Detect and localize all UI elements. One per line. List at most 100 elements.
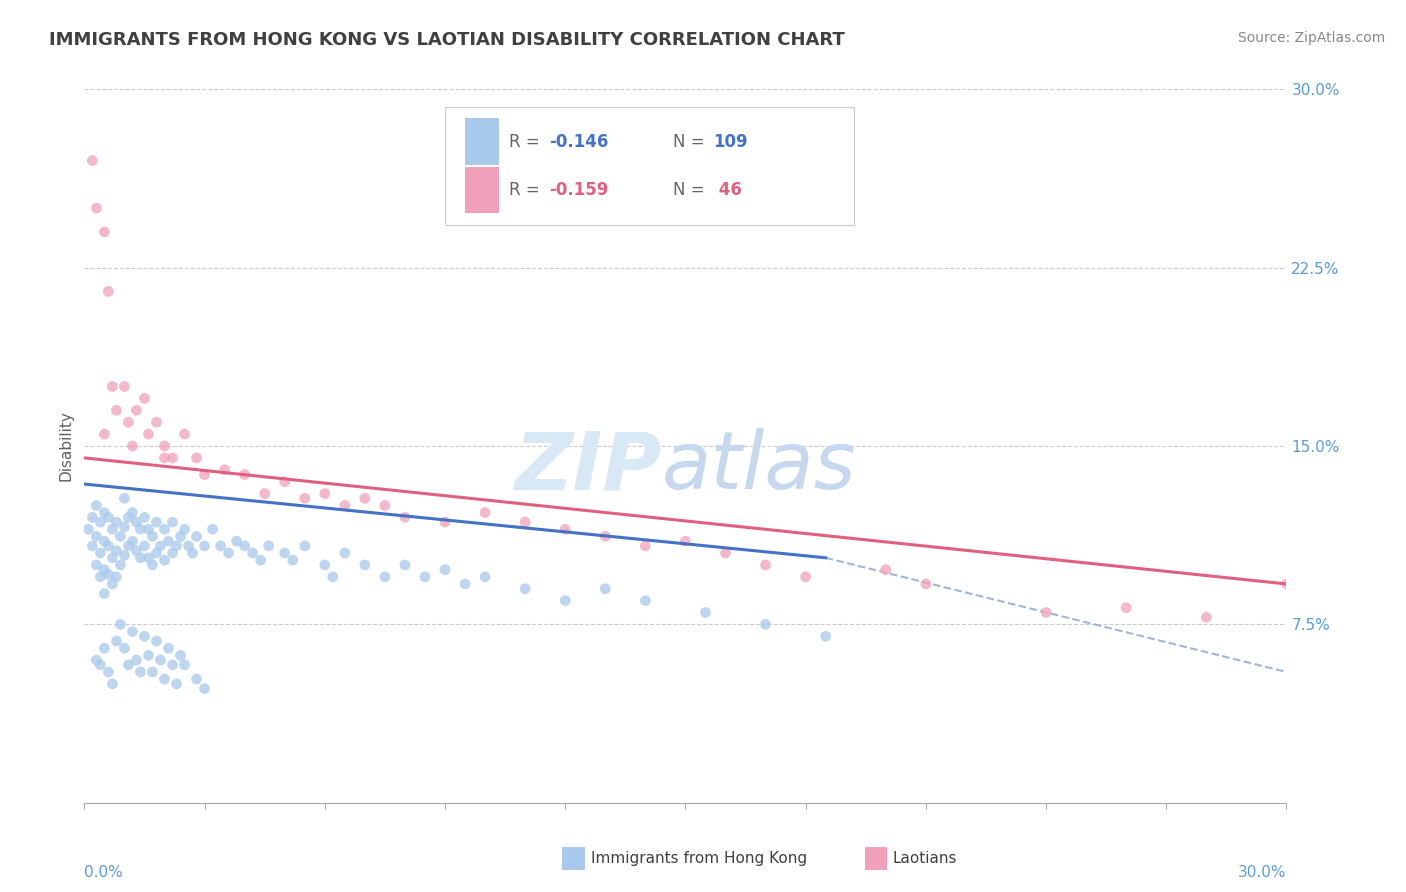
Point	[138, 522, 160, 536]
Point	[166, 539, 188, 553]
Point	[434, 515, 457, 529]
Point	[394, 558, 416, 572]
Text: atlas: atlas	[661, 428, 856, 507]
Point	[162, 450, 184, 465]
Point	[141, 665, 163, 679]
Point	[93, 586, 115, 600]
Point	[141, 529, 163, 543]
Text: -0.146: -0.146	[550, 133, 609, 151]
Point	[93, 534, 115, 549]
Point	[134, 539, 156, 553]
Point	[153, 672, 176, 686]
Point	[153, 553, 176, 567]
Point	[125, 403, 148, 417]
Point	[634, 593, 657, 607]
Point	[86, 529, 108, 543]
Point	[86, 558, 108, 572]
Point	[474, 570, 496, 584]
Point	[114, 641, 135, 656]
Point	[117, 657, 139, 672]
Point	[129, 665, 152, 679]
Point	[97, 665, 120, 679]
Point	[93, 506, 115, 520]
Point	[875, 563, 897, 577]
Point	[554, 593, 576, 607]
Point	[86, 499, 108, 513]
Point	[249, 553, 271, 567]
Point	[129, 522, 152, 536]
Point	[915, 577, 938, 591]
Point	[97, 510, 120, 524]
Point	[374, 499, 396, 513]
Point	[134, 629, 156, 643]
Point	[474, 506, 496, 520]
Point	[322, 570, 344, 584]
Point	[257, 539, 280, 553]
Point	[162, 515, 184, 529]
Point	[145, 634, 167, 648]
Point	[173, 522, 195, 536]
Point	[595, 529, 617, 543]
Point	[157, 534, 180, 549]
Point	[1035, 606, 1057, 620]
Point	[89, 570, 111, 584]
Point	[153, 439, 176, 453]
Point	[177, 539, 200, 553]
Point	[201, 522, 224, 536]
Point	[554, 522, 576, 536]
Point	[114, 379, 135, 393]
Text: IMMIGRANTS FROM HONG KONG VS LAOTIAN DISABILITY CORRELATION CHART: IMMIGRANTS FROM HONG KONG VS LAOTIAN DIS…	[49, 31, 845, 49]
Point	[121, 439, 143, 453]
Text: N =: N =	[673, 133, 710, 151]
Point	[333, 499, 356, 513]
Point	[166, 677, 188, 691]
Point	[145, 515, 167, 529]
Point	[117, 539, 139, 553]
Point	[117, 415, 139, 429]
Point	[354, 491, 377, 506]
Point	[162, 546, 184, 560]
Point	[82, 539, 104, 553]
Point	[138, 648, 160, 663]
Point	[233, 467, 256, 482]
Point	[93, 563, 115, 577]
Text: R =: R =	[509, 133, 544, 151]
Point	[294, 539, 316, 553]
Point	[194, 681, 217, 696]
Text: -0.159: -0.159	[550, 181, 609, 199]
Point	[89, 657, 111, 672]
Point	[101, 550, 124, 565]
Point	[173, 657, 195, 672]
Point	[274, 475, 297, 489]
Point	[149, 539, 172, 553]
Point	[121, 506, 143, 520]
Point	[281, 553, 304, 567]
Point	[110, 558, 132, 572]
Text: 109: 109	[713, 133, 748, 151]
Point	[134, 392, 156, 406]
Point	[695, 606, 717, 620]
Point	[413, 570, 436, 584]
Point	[105, 634, 128, 648]
Point	[169, 529, 191, 543]
Point	[153, 450, 176, 465]
Point	[515, 582, 537, 596]
Point	[814, 629, 837, 643]
Point	[125, 653, 148, 667]
Point	[218, 546, 240, 560]
Point	[186, 450, 208, 465]
Point	[755, 617, 778, 632]
Point	[225, 534, 247, 549]
Point	[105, 543, 128, 558]
Point	[77, 522, 100, 536]
Point	[242, 546, 264, 560]
Point	[194, 467, 217, 482]
Point	[794, 570, 817, 584]
Point	[153, 522, 176, 536]
Point	[82, 153, 104, 168]
Point	[515, 515, 537, 529]
Point	[82, 510, 104, 524]
Point	[214, 463, 236, 477]
Point	[89, 515, 111, 529]
Point	[157, 641, 180, 656]
